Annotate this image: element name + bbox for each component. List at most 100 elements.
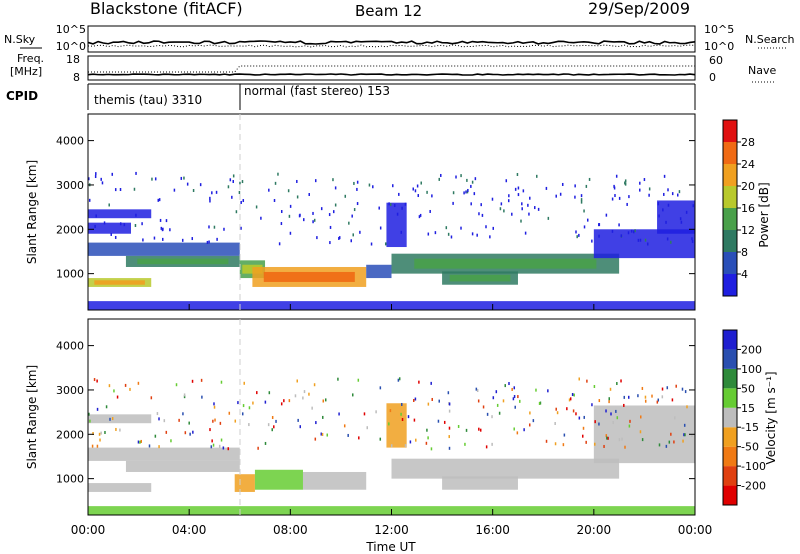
velocity-scatter-echo [691, 434, 693, 438]
power-scatter-echo [353, 181, 355, 185]
velocity-scatter-echo [427, 436, 429, 440]
power-scatter-echo [527, 203, 529, 207]
velocity-scatter-echo [288, 399, 291, 403]
velocity-scatter-echo [639, 430, 642, 434]
velocity-scatter-echo [375, 410, 377, 414]
power-scatter-echo [691, 237, 693, 241]
power-scatter-echo [628, 195, 630, 199]
power-scatter-echo [419, 213, 422, 217]
velocity-scatter-echo [504, 384, 506, 388]
power-scatter-echo [153, 236, 156, 240]
power-scatter-echo [471, 180, 474, 184]
power-scatter-echo [644, 238, 647, 242]
power-colorbar-tick-label: 28 [741, 136, 755, 149]
power-scatter-echo [396, 212, 399, 216]
power-band-core [94, 280, 145, 285]
power-scatter-echo [578, 233, 580, 237]
power-scatter-echo [639, 188, 641, 192]
power-scatter-echo [520, 219, 522, 223]
power-scatter-echo [648, 193, 650, 197]
power-colorbar-tick-label: 12 [741, 224, 755, 237]
velocity-scatter-echo [448, 402, 451, 406]
power-band-outer [386, 202, 407, 248]
power-scatter-echo [634, 229, 636, 233]
velocity-scatter-echo [562, 443, 565, 447]
power-scatter-echo [273, 198, 276, 202]
velocity-scatter-echo [644, 395, 647, 399]
power-scatter-echo [529, 196, 531, 200]
power-scatter-echo [414, 189, 417, 193]
velocity-scatter-echo [268, 391, 271, 395]
y-tick-label: 2000 [56, 428, 84, 441]
velocity-scatter-echo [498, 411, 501, 415]
power-scatter-echo [181, 238, 184, 242]
velocity-scatter-echo [283, 399, 285, 403]
velocity-scatter-echo [294, 394, 297, 398]
power-scatter-echo [372, 185, 374, 189]
velocity-scatter-echo [209, 428, 211, 432]
power-scatter-echo [401, 206, 403, 210]
velocity-scatter-echo [598, 399, 601, 403]
power-scatter-echo [88, 177, 90, 181]
freq-label-line1: Freq. [17, 52, 44, 65]
power-scatter-echo [313, 218, 316, 222]
power-scatter-echo [370, 242, 373, 246]
velocity-scatter-echo [98, 432, 101, 436]
velocity-scatter-echo [322, 399, 325, 403]
power-scatter-echo [298, 214, 301, 218]
power-scatter-echo [545, 186, 548, 190]
velocity-scatter-echo [418, 380, 420, 384]
velocity-scatter-echo [519, 399, 521, 403]
velocity-colorbar-tick-label: -200 [741, 480, 766, 493]
velocity-scatter-echo [517, 395, 519, 399]
velocity-scatter-echo [243, 381, 245, 385]
power-band-outer [593, 229, 695, 259]
power-scatter-echo [480, 203, 482, 207]
velocity-scatter-echo [661, 387, 664, 391]
power-scatter-echo [514, 187, 517, 191]
power-scatter-echo [392, 184, 394, 188]
power-scatter-echo [440, 173, 442, 177]
velocity-scatter-echo [477, 399, 480, 403]
power-scatter-echo [94, 224, 96, 228]
power-scatter-echo [280, 210, 283, 214]
velocity-scatter-echo [404, 444, 407, 448]
power-scatter-echo [521, 207, 523, 211]
power-scatter-echo [630, 229, 633, 233]
velocity-scatter-echo [108, 384, 111, 388]
power-scatter-echo [277, 172, 279, 176]
power-scatter-echo [100, 177, 102, 181]
velocity-scatter-echo [337, 377, 339, 381]
velocity-scatter-echo [351, 393, 354, 397]
velocity-scatter-echo [105, 405, 108, 409]
power-scatter-echo [288, 214, 291, 218]
velocity-scatter-echo [656, 400, 659, 404]
power-scatter-echo [499, 207, 502, 211]
power-scatter-echo [452, 191, 455, 195]
velocity-colorbar-tick-label: 200 [741, 343, 762, 356]
velocity-feature-4 [234, 474, 255, 492]
power-scatter-echo [537, 207, 540, 211]
power-scatter-echo [517, 193, 520, 197]
velocity-scatter-echo [401, 402, 403, 406]
power-scatter-echo [474, 177, 477, 181]
power-band-core [137, 258, 229, 265]
velocity-scatter-echo [612, 421, 614, 425]
power-scatter-echo [508, 194, 510, 198]
velocity-scatter-echo [603, 444, 605, 448]
velocity-yticks: 1000 2000 3000 4000 [56, 340, 695, 486]
power-scatter-echo [671, 192, 674, 196]
power-scatter-echo [507, 199, 510, 203]
power-colorbar-swatch [723, 164, 737, 186]
velocity-colorbar-swatch [723, 407, 737, 428]
velocity-scatter-echo [257, 446, 259, 450]
velocity-scatter-echo [555, 407, 557, 411]
power-colorbar-swatch [723, 120, 737, 142]
power-scatter-echo [648, 187, 651, 191]
power-scatter-echo [583, 225, 586, 229]
velocity-colorbar-swatch [723, 427, 737, 447]
velocity-scatter-echo [661, 395, 664, 399]
power-scatter-echo [585, 184, 588, 188]
velocity-scatter-echo [210, 445, 213, 449]
